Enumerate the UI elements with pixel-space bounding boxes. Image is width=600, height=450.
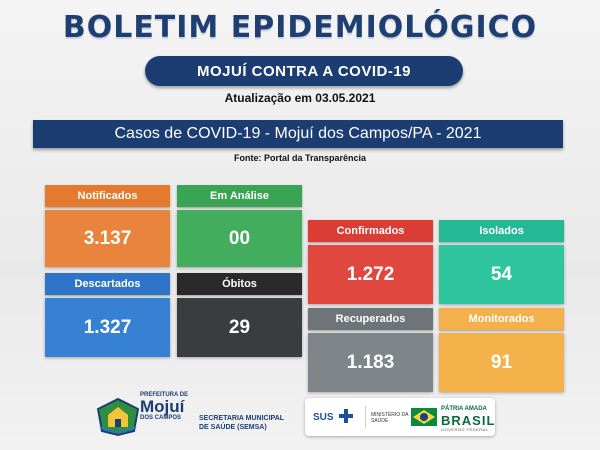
card-value: 1.183	[308, 333, 433, 392]
card-recuperados: Recuperados 1.183	[308, 308, 433, 392]
card-value: 54	[439, 245, 564, 304]
sus-logo: SUS	[313, 412, 334, 423]
logo-divider	[365, 406, 366, 428]
card-label: Monitorados	[439, 308, 564, 330]
semsa-label: SECRETARIA MUNICIPAL DE SAÚDE (SEMSA)	[199, 414, 284, 432]
card-obitos: Óbitos 29	[177, 273, 302, 357]
page-title: BOLETIM EPIDEMIOLÓGICO	[62, 10, 538, 45]
ministerio-line-2: SAÚDE	[371, 418, 389, 424]
card-value: 1.327	[45, 298, 170, 357]
card-value: 29	[177, 298, 302, 357]
card-label: Notificados	[45, 185, 170, 207]
sus-cross-icon	[339, 409, 353, 423]
source-note: Fonte: Portal da Transparência	[233, 153, 367, 163]
card-em-analise: Em Análise 00	[177, 185, 302, 267]
card-descartados: Descartados 1.327	[45, 273, 170, 357]
card-label: Óbitos	[177, 273, 302, 295]
prefeitura-logo-icon	[96, 397, 140, 437]
ministerio-label: MINISTÉRIO DA SAÚDE	[371, 412, 409, 424]
card-confirmados: Confirmados 1.272	[308, 220, 433, 304]
card-label: Em Análise	[177, 185, 302, 207]
card-isolados: Isolados 54	[439, 220, 564, 304]
card-notificados: Notificados 3.137	[45, 185, 170, 267]
patria-label: PÁTRIA AMADA	[441, 406, 487, 412]
update-date: Atualização em 03.05.2021	[224, 91, 376, 105]
card-label: Recuperados	[308, 308, 433, 330]
card-value: 3.137	[45, 210, 170, 267]
cases-banner: Casos de COVID-19 - Mojuí dos Campos/PA …	[33, 120, 563, 148]
card-label: Confirmados	[308, 220, 433, 242]
card-monitorados: Monitorados 91	[439, 308, 564, 392]
ministerio-line-1: MINISTÉRIO DA	[371, 412, 409, 418]
campaign-pill: MOJUÍ CONTRA A COVID-19	[145, 56, 463, 86]
card-value: 00	[177, 210, 302, 267]
governo-label: GOVERNO FEDERAL	[441, 427, 489, 432]
card-label: Isolados	[439, 220, 564, 242]
city-name: Mojuí	[140, 397, 185, 416]
prefeitura-wordmark: PREFEITURA DE Mojuí DOS CAMPOS	[140, 392, 188, 421]
card-value: 91	[439, 333, 564, 392]
government-logos: SUS MINISTÉRIO DA SAÚDE PÁTRIA AMADA BRA…	[305, 398, 495, 436]
semsa-line-2: DE SAÚDE (SEMSA)	[199, 424, 267, 431]
brasil-label: BRASIL	[441, 413, 496, 428]
semsa-line-1: SECRETARIA MUNICIPAL	[199, 415, 285, 422]
card-label: Descartados	[45, 273, 170, 295]
brazil-flag-icon	[411, 408, 437, 426]
prefeitura-label: PREFEITURA DE	[140, 392, 189, 398]
city-subname: DOS CAMPOS	[140, 415, 182, 421]
card-value: 1.272	[308, 245, 433, 304]
